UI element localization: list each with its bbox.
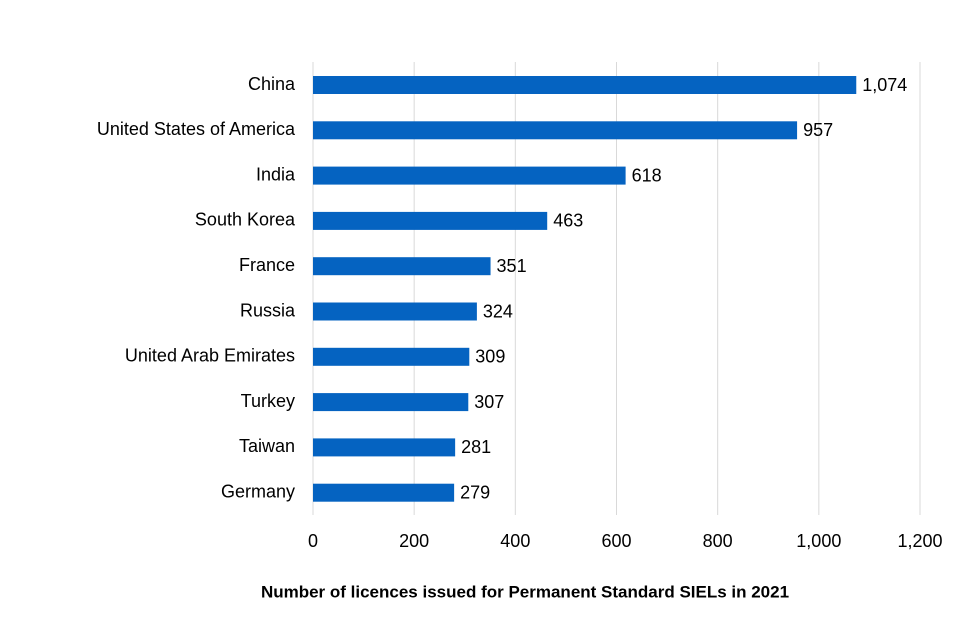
bar — [313, 438, 456, 457]
bar — [313, 347, 470, 366]
y-tick-label: India — [256, 164, 296, 184]
x-axis-label: Number of licences issued for Permanent … — [261, 582, 789, 601]
x-tick-label: 400 — [500, 531, 530, 551]
value-label: 1,074 — [862, 75, 907, 95]
value-label: 618 — [632, 165, 662, 185]
value-label: 307 — [474, 392, 504, 412]
bar — [313, 257, 491, 276]
x-tick-label: 1,000 — [796, 531, 841, 551]
y-tick-label: Russia — [240, 300, 296, 320]
x-tick-label: 1,200 — [897, 531, 942, 551]
value-label: 957 — [803, 120, 833, 140]
x-tick-label: 600 — [601, 531, 631, 551]
y-tick-label: United Arab Emirates — [125, 346, 295, 366]
value-label: 351 — [497, 256, 527, 276]
x-tick-label: 200 — [399, 531, 429, 551]
x-tick-label: 0 — [308, 531, 318, 551]
value-label: 463 — [553, 211, 583, 231]
bar — [313, 393, 469, 412]
bar — [313, 302, 477, 321]
y-tick-label: Taiwan — [239, 436, 295, 456]
bar — [313, 76, 857, 94]
y-tick-label: United States of America — [97, 119, 296, 139]
y-tick-label: Germany — [221, 481, 295, 501]
y-tick-label: France — [239, 255, 295, 275]
value-label: 309 — [475, 347, 505, 367]
bar — [313, 121, 798, 140]
bar — [313, 166, 626, 185]
y-tick-label: China — [248, 74, 296, 94]
y-tick-label: South Korea — [195, 210, 296, 230]
y-tick-label: Turkey — [241, 391, 295, 411]
value-label: 281 — [461, 437, 491, 457]
bar — [313, 211, 548, 230]
x-tick-label: 800 — [703, 531, 733, 551]
value-label: 279 — [460, 482, 490, 502]
value-label: 324 — [483, 301, 513, 321]
bar — [313, 483, 455, 502]
